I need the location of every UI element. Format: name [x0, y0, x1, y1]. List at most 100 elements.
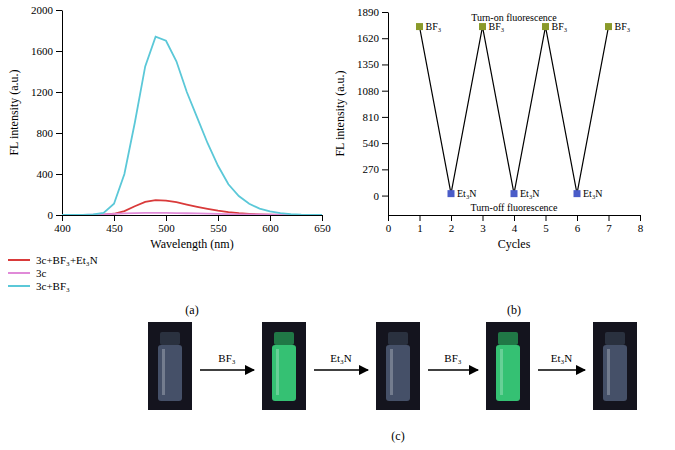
panel-label: (c): [391, 429, 404, 443]
point-label: Et₃N: [457, 188, 477, 199]
vial-photo: [148, 322, 192, 410]
tick-mark: [451, 215, 452, 221]
tick-label: 5: [543, 222, 549, 234]
vial-highlight: [162, 349, 165, 395]
tick: 270: [363, 163, 389, 175]
tick: 600: [262, 215, 279, 234]
y-axis-title: FL intensity (a.u.): [7, 69, 21, 155]
point-label: BF₃: [426, 21, 442, 32]
y-axis: 0400800120016002000: [31, 4, 63, 221]
tick: 450: [106, 215, 123, 234]
x-axis-title: Cycles: [498, 237, 531, 251]
tick-label: 4: [512, 222, 518, 234]
y-axis-title: FL intensity (a.u.): [333, 70, 347, 156]
tick-label: 0: [374, 190, 380, 202]
vial-body: [158, 345, 182, 401]
tick-label: 1080: [357, 85, 380, 97]
tick-mark: [382, 12, 388, 13]
tick-mark: [382, 38, 388, 39]
vial-highlight: [500, 349, 503, 395]
axis-line: [388, 13, 389, 216]
tick: 1620: [357, 32, 388, 44]
series-line: [420, 27, 609, 194]
vial-photo: [262, 322, 306, 410]
tick-mark: [388, 215, 389, 221]
step-label: Et₃N: [330, 352, 352, 364]
legend-swatch: [8, 259, 30, 261]
tick-mark: [640, 215, 641, 221]
vial-cap: [160, 332, 180, 345]
tick: 7: [606, 215, 612, 234]
tick-label: 0: [48, 209, 54, 221]
tick-label: 550: [210, 222, 227, 234]
tick: 0: [48, 209, 63, 221]
point-label: BF₃: [615, 21, 631, 32]
tick: 1350: [357, 58, 388, 70]
vial-body: [272, 345, 296, 401]
tick-mark: [609, 215, 610, 221]
tick-mark: [114, 215, 115, 221]
tick: 1: [417, 215, 423, 234]
tick-label: 800: [37, 127, 54, 139]
vial-highlight: [276, 349, 279, 395]
tick: 0: [386, 215, 392, 234]
tick-mark: [382, 169, 388, 170]
tick-label: 8: [638, 222, 644, 234]
plot-area: [62, 37, 322, 215]
tick-label: 2: [449, 222, 455, 234]
tick-mark: [382, 91, 388, 92]
legend: 3c+BF₃+Et₃N3c3c+BF₃: [8, 254, 98, 292]
tick-label: 650: [314, 222, 331, 234]
marker: [448, 190, 455, 197]
legend-swatch: [8, 285, 30, 287]
tick-label: 400: [37, 168, 54, 180]
tick-mark: [382, 64, 388, 65]
x-axis-title: Wavelength (nm): [150, 237, 233, 251]
marker: [574, 190, 581, 197]
tick-label: 270: [363, 163, 380, 175]
tick-mark: [546, 215, 547, 221]
axis-line: [62, 11, 63, 216]
tick-label: 400: [54, 222, 71, 234]
vial-cap: [605, 332, 625, 345]
annotation: Turn-on fluorescence: [471, 12, 557, 23]
tick-mark: [514, 215, 515, 221]
vial-highlight: [390, 349, 393, 395]
arrow: [200, 369, 254, 371]
tick: 8: [638, 215, 644, 234]
tick-label: 810: [363, 111, 380, 123]
vial-highlight: [607, 349, 610, 395]
tick: 4: [512, 215, 518, 234]
tick-label: 600: [262, 222, 279, 234]
vial-photo: [486, 322, 530, 410]
tick-mark: [382, 117, 388, 118]
point-label: Et₃N: [520, 188, 540, 199]
plot-area: [416, 23, 612, 197]
arrow: [538, 369, 585, 371]
legend-label: 3c+BF₃+Et₃N: [36, 254, 98, 266]
tick-mark: [166, 215, 167, 221]
axis-line: [63, 215, 323, 216]
tick: 1200: [31, 86, 62, 98]
tick: 1890: [357, 6, 388, 18]
annotation: Turn-off fluorescence: [471, 202, 558, 213]
tick-label: 1600: [31, 45, 54, 57]
vial-body: [603, 345, 627, 401]
tick-mark: [577, 215, 578, 221]
photo-background: [486, 322, 530, 410]
tick-mark: [322, 215, 323, 221]
step-label: Et₃N: [551, 352, 573, 364]
tick: 1600: [31, 45, 62, 57]
marker: [511, 190, 518, 197]
tick: 400: [54, 215, 71, 234]
tick: 0: [374, 190, 389, 202]
x-axis: 012345678: [386, 215, 644, 234]
tick-label: 500: [158, 222, 175, 234]
tick: 550: [210, 215, 227, 234]
tick-mark: [56, 51, 62, 52]
panel-1: 01234567802705408101080135016201890Cycle…: [333, 6, 644, 317]
tick-label: 1350: [357, 58, 380, 70]
x-axis: 400 450 500 550 600 650: [54, 215, 331, 234]
tick: 650: [314, 215, 331, 234]
vial-photo: [593, 322, 637, 410]
